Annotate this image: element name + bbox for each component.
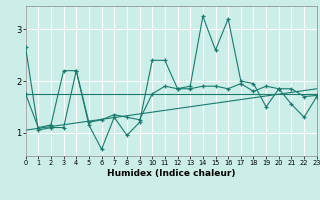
X-axis label: Humidex (Indice chaleur): Humidex (Indice chaleur) [107,169,236,178]
